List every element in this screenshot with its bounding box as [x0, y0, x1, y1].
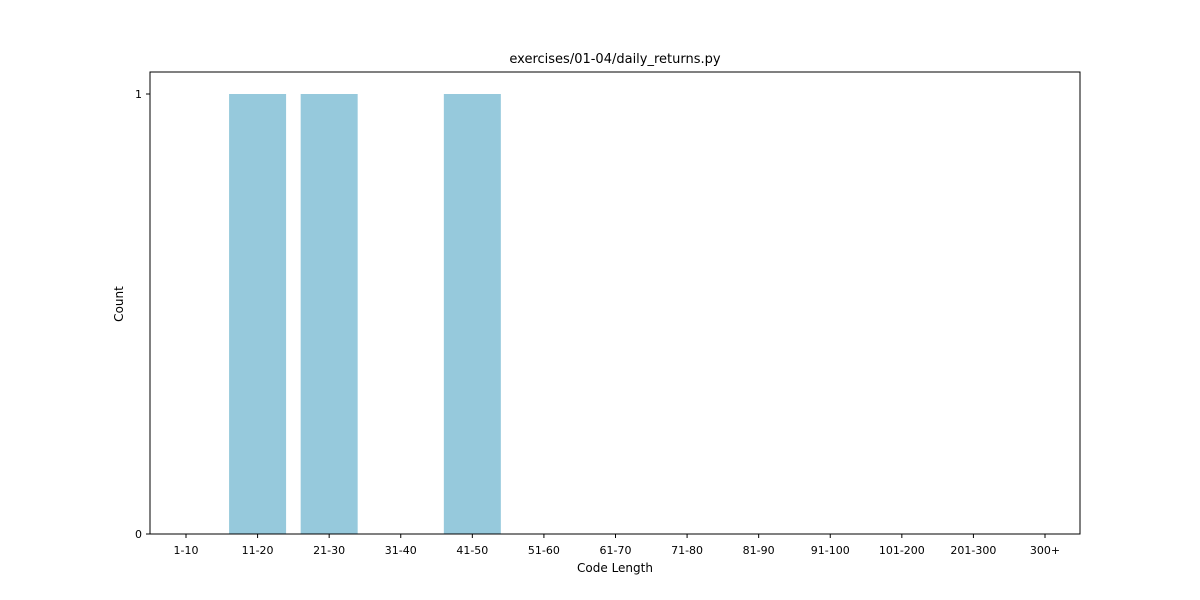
x-tick-label: 1-10 [174, 544, 199, 557]
bars-group [229, 94, 501, 534]
x-tick-label: 300+ [1030, 544, 1060, 557]
x-tick-label: 41-50 [456, 544, 488, 557]
x-tick-label: 71-80 [671, 544, 703, 557]
x-tick-label: 201-300 [950, 544, 996, 557]
chart-title: exercises/01-04/daily_returns.py [509, 52, 720, 67]
bar-11-20 [229, 94, 287, 534]
x-tick-label: 101-200 [879, 544, 925, 557]
y-tick-label: 1 [135, 88, 142, 101]
x-tick-label: 61-70 [600, 544, 632, 557]
y-ticks-group: 01 [135, 88, 150, 541]
y-tick-label: 0 [135, 528, 142, 541]
x-ticks-group: 1-10 11-20 21-30 31-40 41-50 51-60 61-70 71-80 8… [174, 534, 1060, 557]
x-tick-label: 81-90 [743, 544, 775, 557]
plot-frame [149, 71, 1081, 535]
y-axis-label: Count [112, 286, 126, 322]
x-tick-label: 31-40 [385, 544, 417, 557]
bar-41-50 [443, 94, 501, 534]
x-tick-label: 91-100 [811, 544, 850, 557]
x-tick-label: 11-20 [242, 544, 274, 557]
x-tick-label: 51-60 [528, 544, 560, 557]
bar-21-30 [300, 94, 358, 534]
x-tick-label: 21-30 [313, 544, 345, 557]
x-axis-label: Code Length [577, 561, 653, 575]
